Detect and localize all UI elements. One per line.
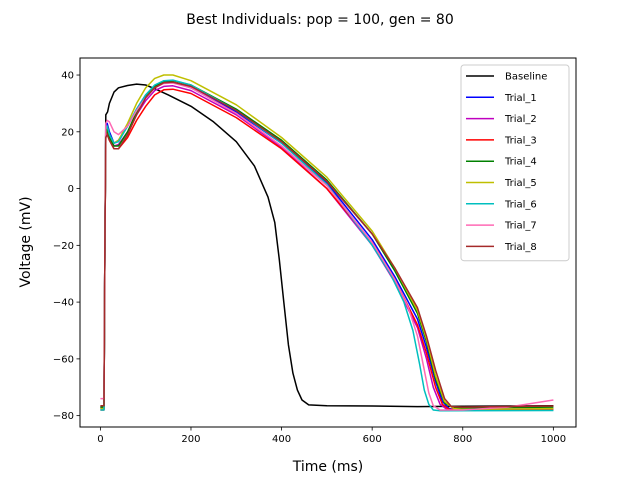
series-line-baseline	[100, 83, 554, 408]
plot-frame	[79, 57, 577, 428]
y-axis-ticks: −80 −60 −40 −20 0 20 40	[53, 71, 80, 422]
series-line-trial-7	[100, 82, 554, 411]
legend-label: Trial_8	[504, 242, 537, 253]
x-tick-label: 1000	[541, 434, 566, 445]
x-tick-label: 200	[181, 434, 200, 445]
y-tick-label: −80	[53, 411, 74, 422]
x-tick-label: 0	[97, 434, 103, 445]
legend-box	[460, 64, 570, 262]
legend-label: Trial_3	[504, 135, 537, 146]
y-tick-label: 40	[61, 71, 74, 82]
x-tick-label: 800	[453, 434, 472, 445]
x-axis-ticks: 0 200 400 600 800 1000	[97, 427, 566, 445]
legend: Baseline Trial_1 Trial_2 Trial_3 Trial_4 Tria…	[460, 64, 570, 262]
legend-label: Trial_6	[504, 199, 537, 210]
y-tick-label: −40	[53, 298, 74, 309]
series-layer	[100, 74, 554, 412]
series-line-trial-6	[100, 79, 554, 412]
y-tick-label: −20	[53, 241, 74, 252]
legend-label: Baseline	[505, 72, 547, 83]
x-tick-label: 600	[363, 434, 382, 445]
y-tick-label: 0	[68, 184, 74, 195]
y-tick-label: −60	[53, 354, 74, 365]
y-axis-label: Voltage (mV)	[18, 196, 34, 287]
legend-label: Trial_7	[504, 221, 537, 232]
legend-label: Trial_1	[504, 93, 537, 104]
x-tick-label: 400	[272, 434, 291, 445]
x-axis-label: Time (ms)	[292, 459, 364, 475]
legend-label: Trial_5	[504, 178, 537, 189]
series-line-trial-8	[100, 81, 554, 408]
legend-label: Trial_4	[504, 157, 537, 168]
legend-label: Trial_2	[504, 114, 537, 125]
y-tick-label: 20	[61, 127, 74, 138]
chart-title: Best Individuals: pop = 100, gen = 80	[186, 12, 454, 28]
